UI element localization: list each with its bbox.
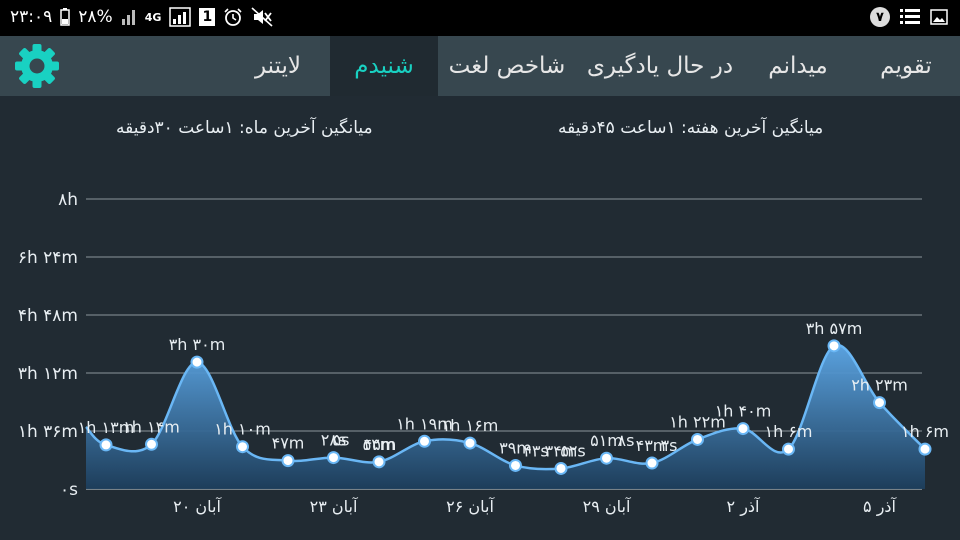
settings-button[interactable] bbox=[14, 43, 60, 89]
data-label: ۳s bbox=[661, 436, 678, 455]
data-label: ۳۴m bbox=[545, 441, 578, 460]
data-label: ۳۹m bbox=[499, 438, 532, 457]
listening-time-chart: ۰s ۱h ۳۶m ۳h ۱۲m ۴h ۴۸m ۶h ۲۴m ۸h ۲۰ آبان ۲۳ آب… bbox=[18, 190, 949, 517]
tab-leitner[interactable]: لایتنر bbox=[254, 53, 302, 79]
data-point bbox=[190, 355, 204, 369]
gear-icon bbox=[15, 44, 59, 88]
data-label: ۳h ۵۷m bbox=[806, 319, 863, 338]
month-average: میانگین آخرین ماه: ۱ساعت ۳۰دقیقه bbox=[116, 118, 373, 138]
data-point bbox=[327, 451, 340, 465]
x-tick-label: ۲۰ آبان bbox=[173, 497, 222, 516]
data-label: ۵۲s bbox=[560, 441, 586, 460]
data-label: ۱h ۱۴m bbox=[123, 417, 180, 436]
battery-icon bbox=[60, 8, 71, 26]
data-label: ۱h ۱۳m bbox=[78, 418, 135, 437]
sim-icon: 1 bbox=[199, 8, 216, 26]
tab-bar: تقویم میدانم در حال یادگیری شاخص لغت شنی… bbox=[0, 36, 960, 96]
data-point bbox=[600, 451, 613, 465]
menu-icon bbox=[900, 8, 920, 26]
data-label: ۱h ۶m bbox=[765, 422, 813, 441]
data-label: ۱h ۱۹m bbox=[396, 414, 453, 433]
y-tick-label: ۰s bbox=[60, 480, 78, 500]
data-label: ۲h ۲۳m bbox=[851, 376, 908, 395]
data-label: ۴۳m bbox=[636, 436, 669, 455]
data-label: ۱h ۴۰m bbox=[715, 402, 772, 421]
tab-calendar[interactable]: تقویم bbox=[880, 53, 932, 79]
status-right: ۷ bbox=[870, 7, 948, 27]
data-label: ۱h ۲۲m bbox=[669, 412, 726, 431]
data-label: ۳h ۳۰m bbox=[169, 335, 226, 354]
y-tick-label: ۳h ۱۲m bbox=[18, 364, 78, 384]
x-tick-label: ۵ آذر bbox=[863, 497, 898, 517]
mute-icon bbox=[251, 7, 273, 27]
data-label: ۸s bbox=[618, 431, 635, 450]
data-point bbox=[509, 458, 522, 472]
data-point bbox=[99, 438, 113, 452]
data-point bbox=[873, 396, 886, 410]
data-label: ۲۸s bbox=[321, 431, 347, 450]
data-label: ۱h ۶m bbox=[901, 422, 949, 441]
chart-area bbox=[86, 344, 925, 489]
data-point bbox=[145, 437, 158, 451]
data-label: ۴۷m bbox=[272, 434, 305, 453]
sim-number: 1 bbox=[202, 9, 213, 25]
data-point bbox=[736, 422, 750, 436]
tab-learning[interactable]: در حال یادگیری bbox=[586, 53, 734, 79]
x-tick-label: ۲۹ آبان bbox=[583, 497, 632, 516]
data-label: ۱h ۱۶m bbox=[442, 416, 499, 435]
tab-word-index[interactable]: شاخص لغت bbox=[448, 53, 566, 79]
tab-heard[interactable]: شنیدم bbox=[330, 36, 438, 96]
battery-percent: ۲۸% bbox=[78, 7, 113, 27]
network-4g-icon: 4G bbox=[144, 10, 162, 24]
y-tick-label: ۶h ۲۴m bbox=[18, 248, 78, 268]
x-tick-label: ۲۶ آبان bbox=[446, 497, 495, 516]
data-label: ۵s bbox=[333, 431, 350, 450]
data-label: ۵۱m bbox=[590, 431, 623, 450]
data-point bbox=[782, 442, 795, 456]
y-tick-label: ۸h bbox=[58, 190, 78, 210]
notification-badge: ۷ bbox=[870, 7, 890, 27]
image-icon bbox=[930, 8, 948, 26]
data-point bbox=[691, 432, 704, 446]
status-bar: ۲۳:۰۹ ۲۸% 4G 1 ۷ bbox=[0, 0, 960, 36]
y-tick-label: ۱h ۳۶m bbox=[18, 422, 78, 442]
x-tick-label: ۲ آذر bbox=[727, 497, 762, 517]
y-tick-label: ۴h ۴۸m bbox=[18, 306, 78, 326]
data-point bbox=[554, 461, 568, 475]
data-label: ۵۲m bbox=[363, 435, 396, 454]
data-label: ۱h ۱۰m bbox=[214, 420, 271, 439]
x-tick-label: ۲۳ آبان bbox=[310, 497, 359, 516]
data-point bbox=[463, 436, 477, 450]
data-point bbox=[645, 456, 659, 470]
data-point bbox=[281, 454, 295, 468]
tab-known[interactable]: میدانم bbox=[768, 53, 828, 79]
data-point bbox=[236, 440, 249, 454]
signal-bars-icon bbox=[169, 7, 192, 27]
data-point bbox=[372, 455, 386, 469]
data-label: ۴۵m bbox=[364, 435, 397, 454]
data-point bbox=[918, 442, 932, 456]
data-point bbox=[827, 339, 841, 353]
data-point bbox=[418, 434, 431, 448]
week-average: میانگین آخرین هفته: ۱ساعت ۴۵دقیقه bbox=[558, 118, 824, 138]
alarm-icon bbox=[223, 7, 243, 27]
status-left: ۲۳:۰۹ ۲۸% 4G 1 bbox=[10, 7, 273, 27]
data-label: ۴۳s bbox=[523, 441, 549, 460]
clock: ۲۳:۰۹ bbox=[10, 7, 53, 27]
signal-icon bbox=[121, 9, 137, 25]
